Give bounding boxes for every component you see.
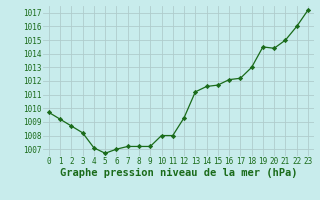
X-axis label: Graphe pression niveau de la mer (hPa): Graphe pression niveau de la mer (hPa) xyxy=(60,168,297,178)
